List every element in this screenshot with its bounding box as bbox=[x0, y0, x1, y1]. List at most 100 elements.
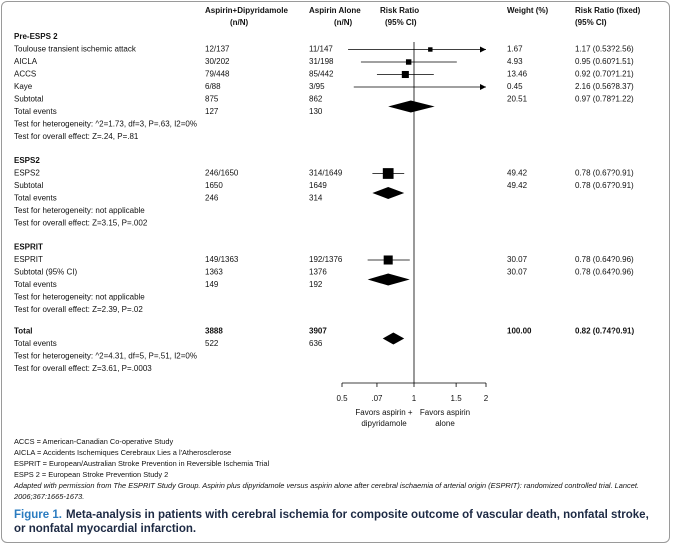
rr-label: 0.78 (0.67?0.91) bbox=[575, 169, 634, 178]
footnote: ESPS 2 = European Stroke Prevention Stud… bbox=[14, 470, 169, 479]
overall-effect-test: Test for overall effect: Z=.24, P=.81 bbox=[14, 132, 139, 141]
column-header: (95% CI) bbox=[575, 18, 607, 27]
weight: 49.42 bbox=[507, 169, 528, 178]
summary-diamond bbox=[367, 273, 410, 286]
ci-arrow bbox=[480, 46, 486, 53]
favors-left: dipyridamole bbox=[361, 419, 407, 428]
total-events-control: 636 bbox=[309, 339, 323, 348]
total-events-control: 192 bbox=[309, 280, 323, 289]
treat: 1650 bbox=[205, 181, 223, 190]
rr-label: 0.78 (0.64?0.96) bbox=[575, 255, 634, 264]
footnote: ACCS = American-Canadian Co-operative St… bbox=[14, 437, 174, 446]
control: 1649 bbox=[309, 181, 327, 190]
label: ACCS bbox=[14, 70, 36, 79]
heterogeneity-test: Test for heterogeneity: ^2=1.73, df=3, P… bbox=[14, 120, 197, 129]
group-title: ESPS2 bbox=[14, 156, 40, 165]
total-events-treat: 149 bbox=[205, 280, 219, 289]
total-events-label: Total events bbox=[14, 280, 57, 289]
control: 314/1649 bbox=[309, 169, 343, 178]
label: Total bbox=[14, 327, 33, 336]
overall-effect-test: Test for overall effect: Z=3.15, P=.002 bbox=[14, 219, 148, 228]
x-tick-label: 1 bbox=[412, 394, 417, 403]
control: 11/147 bbox=[309, 45, 333, 54]
control: 862 bbox=[309, 95, 323, 104]
heterogeneity-test: Test for heterogeneity: ^2=4.31, df=5, P… bbox=[14, 352, 197, 361]
treat: 3888 bbox=[205, 327, 223, 336]
total-events-treat: 522 bbox=[205, 339, 219, 348]
weight: 49.42 bbox=[507, 181, 528, 190]
treat: 30/202 bbox=[205, 57, 230, 66]
weight: 13.46 bbox=[507, 70, 528, 79]
control: 31/198 bbox=[309, 57, 334, 66]
control: 3907 bbox=[309, 327, 327, 336]
weight: 0.45 bbox=[507, 82, 523, 91]
label: Subtotal bbox=[14, 181, 44, 190]
point-estimate bbox=[383, 255, 393, 265]
treat: 12/137 bbox=[205, 45, 230, 54]
column-header: (95% CI) bbox=[385, 18, 417, 27]
footnotes: ACCS = American-Canadian Co-operative St… bbox=[14, 436, 664, 502]
point-estimate bbox=[405, 59, 412, 65]
total-events-label: Total events bbox=[14, 339, 57, 348]
label: Toulouse transient ischemic attack bbox=[14, 45, 137, 54]
column-header: (n/N) bbox=[334, 18, 353, 27]
control: 85/442 bbox=[309, 70, 334, 79]
group-title: ESPRIT bbox=[14, 243, 43, 252]
treat: 875 bbox=[205, 95, 219, 104]
total-events-label: Total events bbox=[14, 194, 57, 203]
rr-label: 0.95 (0.60?1.51) bbox=[575, 57, 634, 66]
total-events-label: Total events bbox=[14, 107, 57, 116]
label: AICLA bbox=[14, 57, 38, 66]
total-events-control: 130 bbox=[309, 107, 323, 116]
weight: 1.67 bbox=[507, 45, 523, 54]
point-estimate bbox=[382, 168, 394, 179]
rr-label: 1.17 (0.53?2.56) bbox=[575, 45, 634, 54]
control: 3/95 bbox=[309, 82, 325, 91]
x-tick-label: 0.5 bbox=[336, 394, 348, 403]
column-header: Aspirin+Dipyridamole bbox=[205, 6, 288, 15]
point-estimate bbox=[401, 70, 409, 79]
favors-right: Favors aspirin bbox=[420, 408, 470, 417]
point-estimate bbox=[428, 47, 433, 52]
rr-label: 0.78 (0.64?0.96) bbox=[575, 268, 634, 277]
footnote: ESPRIT = European/Australian Stroke Prev… bbox=[14, 459, 270, 468]
label: ESPS2 bbox=[14, 169, 40, 178]
overall-effect-test: Test for overall effect: Z=2.39, P=.02 bbox=[14, 305, 143, 314]
heterogeneity-test: Test for heterogeneity: not applicable bbox=[14, 206, 145, 215]
rr-label: 0.82 (0.74?0.91) bbox=[575, 327, 634, 336]
label: Subtotal (95% CI) bbox=[14, 268, 77, 277]
x-tick-label: 1.5 bbox=[451, 394, 463, 403]
total-events-treat: 246 bbox=[205, 194, 219, 203]
overall-effect-test: Test for overall effect: Z=3.61, P=.0003 bbox=[14, 364, 152, 373]
heterogeneity-test: Test for heterogeneity: not applicable bbox=[14, 293, 145, 302]
column-header: Weight (%) bbox=[507, 6, 549, 15]
control: 1376 bbox=[309, 268, 327, 277]
column-header: Risk Ratio bbox=[380, 6, 419, 15]
caption-text: Meta-analysis in patients with cerebral … bbox=[14, 509, 649, 535]
x-tick-label: .07 bbox=[371, 394, 383, 403]
column-header: (n/N) bbox=[230, 18, 249, 27]
x-tick-label: 2 bbox=[484, 394, 489, 403]
label: Subtotal bbox=[14, 95, 44, 104]
weight: 30.07 bbox=[507, 268, 528, 277]
favors-left: Favors aspirin + bbox=[355, 408, 412, 417]
weight: 100.00 bbox=[507, 327, 532, 336]
group-title: Pre-ESPS 2 bbox=[14, 32, 58, 41]
label: ESPRIT bbox=[14, 255, 43, 264]
control: 192/1376 bbox=[309, 255, 343, 264]
total-events-control: 314 bbox=[309, 194, 323, 203]
summary-diamond bbox=[382, 332, 405, 345]
column-header: Risk Ratio (fixed) bbox=[575, 6, 641, 15]
treat: 246/1650 bbox=[205, 169, 239, 178]
weight: 4.93 bbox=[507, 57, 523, 66]
caption-label: Figure 1. bbox=[14, 509, 62, 521]
rr-label: 0.92 (0.70?1.21) bbox=[575, 70, 634, 79]
rr-label: 2.16 (0.56?8.37) bbox=[575, 82, 634, 91]
rr-label: 0.78 (0.67?0.91) bbox=[575, 181, 634, 190]
column-header: Aspirin Alone bbox=[309, 6, 361, 15]
footnote: Adapted with permission from The ESPRIT … bbox=[14, 481, 639, 501]
treat: 79/448 bbox=[205, 70, 230, 79]
total-events-treat: 127 bbox=[205, 107, 219, 116]
